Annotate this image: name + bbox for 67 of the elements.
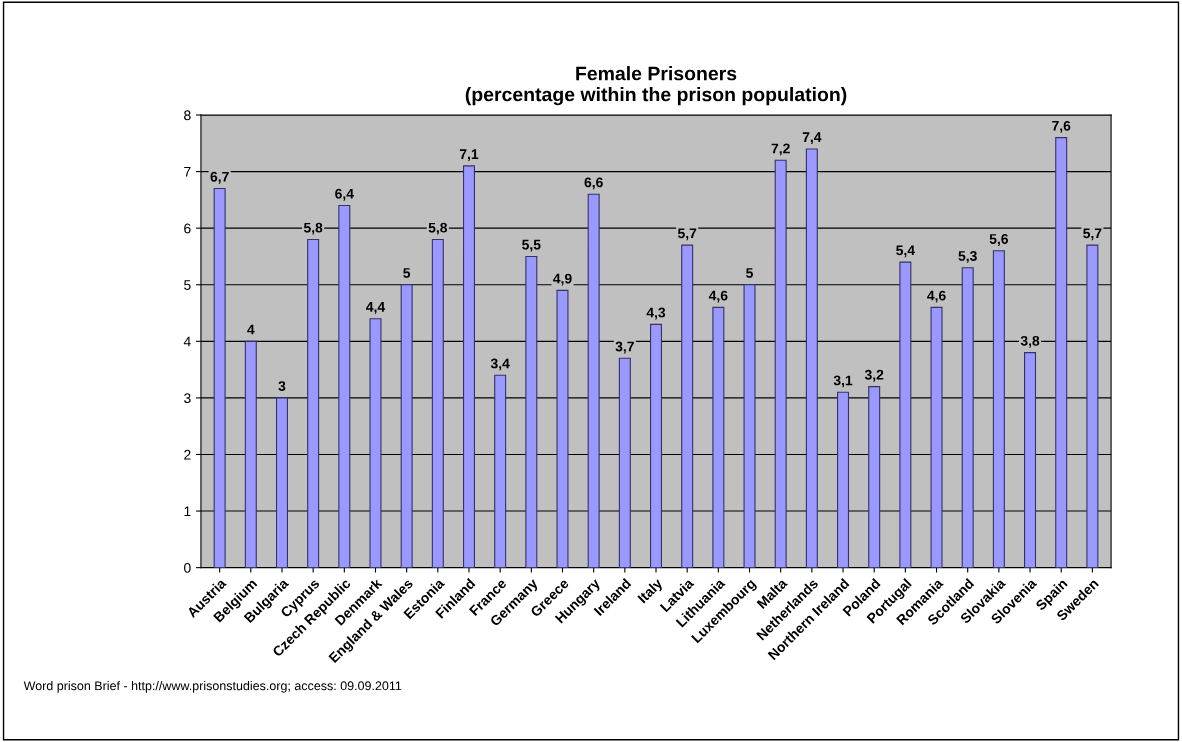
bar [494,374,507,568]
data-label: 5,8 [428,222,448,235]
data-label: 5 [746,268,753,278]
data-label: 7,1 [459,149,479,162]
data-label: 3 [278,381,286,392]
y-tick-label: 0 [184,562,191,573]
bar [307,238,320,568]
data-label: 7,2 [771,143,790,156]
data-label: 5,4 [896,245,915,258]
data-label: 3,7 [615,341,634,354]
bar [618,357,631,568]
y-tick-label: 1 [184,506,191,517]
bar [961,267,974,568]
data-label: 6,6 [584,177,603,190]
bar [338,204,351,568]
data-label: 3,2 [864,369,884,382]
bar [462,165,476,568]
bar [899,261,912,568]
bar [930,306,943,568]
bar [431,238,444,568]
bar [743,284,756,568]
data-label: 5,6 [989,234,1009,246]
bar [805,148,818,568]
bar [369,318,382,568]
data-label: 5 [403,268,411,278]
y-tick-label: 8 [184,110,191,121]
data-label: 4,6 [708,290,728,303]
bar [992,250,1005,568]
data-label: 5,3 [958,251,977,263]
y-tick-label: 5 [184,280,191,290]
bar [837,391,850,568]
data-label: 4,6 [927,290,946,303]
bar [1086,244,1099,568]
bar [774,159,787,568]
chart-title: Female Prisoners (percentage within the prison population) [465,66,847,106]
bar [556,289,569,568]
data-label: 4 [247,324,255,335]
data-label: 7,4 [802,132,822,145]
bar [681,244,694,568]
y-tick-label: 6 [184,223,191,234]
data-label: 3,4 [490,358,510,371]
data-label: 5,7 [677,228,697,241]
data-label: 3,1 [833,375,853,388]
bar [400,284,413,568]
bar [1055,137,1068,568]
bar [650,323,663,568]
data-label: 6,4 [335,188,354,201]
y-tick-label: 4 [183,336,191,347]
y-tick-label: 3 [184,393,191,404]
text: Word prison Brief - http://www.prisonstudies.org; access: 09.09.2011 [23,681,402,693]
bar [712,306,725,568]
data-label: 5,5 [522,239,541,252]
bar [868,386,881,568]
bar [525,255,538,568]
data-label: 4,4 [366,302,386,314]
bar [587,193,600,568]
y-tick-label: 2 [184,449,191,460]
data-label: 5,7 [1083,228,1102,241]
data-label: 4,3 [646,307,666,320]
data-label: 7,6 [1052,120,1071,133]
bar [1024,352,1037,568]
data-label: 3,8 [1020,335,1040,348]
y-tick-label: 7 [184,167,191,177]
data-label: 4,9 [553,273,572,286]
data-label: 6,7 [210,171,229,184]
data-label: 5,8 [303,222,323,235]
bar [213,188,226,568]
